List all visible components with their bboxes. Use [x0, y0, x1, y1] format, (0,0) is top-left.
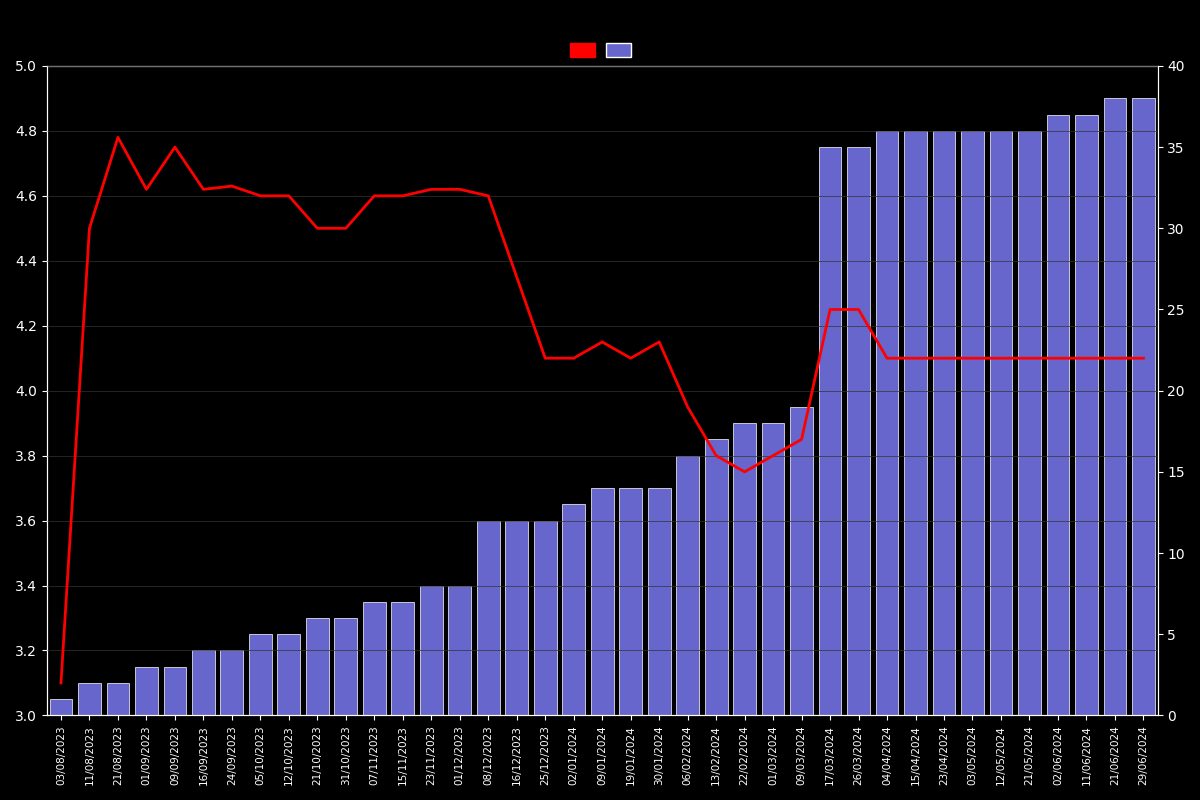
Bar: [277, 634, 300, 715]
Bar: [762, 423, 785, 715]
Bar: [107, 683, 130, 715]
Bar: [1104, 98, 1127, 715]
Bar: [221, 650, 244, 715]
Bar: [590, 488, 613, 715]
Bar: [505, 521, 528, 715]
Bar: [818, 147, 841, 715]
Bar: [733, 423, 756, 715]
Bar: [932, 131, 955, 715]
Bar: [335, 618, 358, 715]
Bar: [961, 131, 984, 715]
Bar: [1132, 98, 1154, 715]
Bar: [563, 504, 586, 715]
Bar: [49, 699, 72, 715]
Bar: [990, 131, 1013, 715]
Bar: [306, 618, 329, 715]
Bar: [78, 683, 101, 715]
Bar: [248, 634, 271, 715]
Bar: [876, 131, 899, 715]
Bar: [904, 131, 926, 715]
Bar: [790, 407, 812, 715]
Bar: [163, 666, 186, 715]
Bar: [704, 439, 727, 715]
Bar: [476, 521, 499, 715]
Bar: [362, 602, 385, 715]
Bar: [420, 586, 443, 715]
Bar: [1075, 114, 1098, 715]
Bar: [534, 521, 557, 715]
Bar: [1018, 131, 1040, 715]
Bar: [677, 456, 700, 715]
Bar: [648, 488, 671, 715]
Bar: [192, 650, 215, 715]
Legend: , : ,: [564, 37, 641, 63]
Bar: [391, 602, 414, 715]
Bar: [619, 488, 642, 715]
Bar: [847, 147, 870, 715]
Bar: [136, 666, 158, 715]
Bar: [1046, 114, 1069, 715]
Bar: [449, 586, 472, 715]
